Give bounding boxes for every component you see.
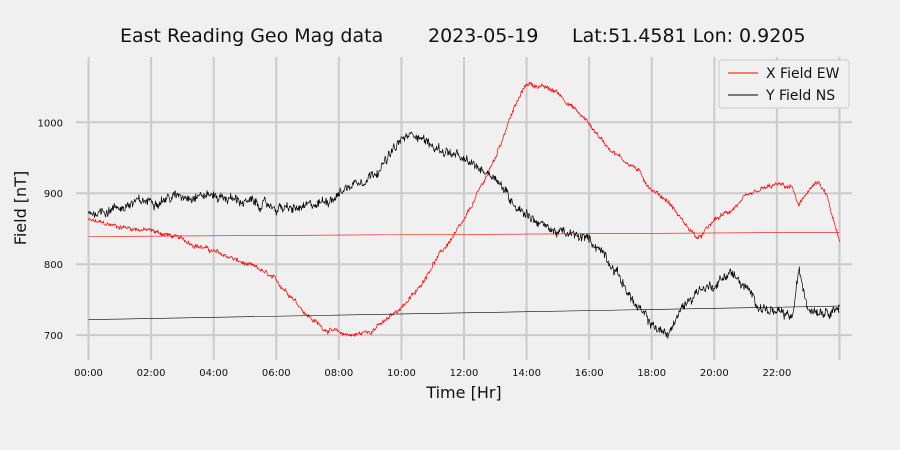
y-tick-label: 800 (44, 260, 63, 271)
x-tick-label: 08:00 (324, 368, 353, 379)
y-tick-label: 700 (44, 331, 63, 342)
y-tick-label: 1000 (38, 118, 63, 129)
x-tick-label: 18:00 (637, 368, 666, 379)
x-tick-label: 20:00 (700, 368, 729, 379)
baseline-line-3 (88, 305, 840, 320)
legend-label-x-field: X Field EW (766, 66, 840, 82)
y-tick-label: 900 (44, 189, 63, 200)
x-tick-label: 02:00 (137, 368, 166, 379)
chart-title-name: East Reading Geo Mag data (120, 25, 383, 47)
legend: X Field EW Y Field NS (718, 59, 850, 109)
x-tick-label: 10:00 (387, 368, 416, 379)
x-tick-label: 14:00 (512, 368, 541, 379)
series-line-x-field-ew (88, 81, 840, 337)
x-tick-label: 04:00 (199, 368, 228, 379)
x-tick-label: 06:00 (262, 368, 291, 379)
x-tick-label: 16:00 (575, 368, 604, 379)
y-axis-label: Field [nT] (11, 171, 30, 245)
series-lines (88, 81, 840, 339)
x-tick-label: 22:00 (762, 368, 791, 379)
series-line-y-field-ns (88, 131, 840, 339)
x-tick-label: 00:00 (74, 368, 103, 379)
x-tick-label: 12:00 (450, 368, 479, 379)
chart-title-location: Lat:51.4581 Lon: 0.9205 (572, 25, 806, 47)
legend-box (718, 59, 850, 109)
legend-label-y-field: Y Field NS (765, 88, 835, 104)
chart-title-date: 2023-05-19 (428, 25, 538, 47)
tick-labels: 700 800 900 1000 00:00 02:00 04:00 06:00 08:00 10… (38, 118, 792, 379)
baseline-line-2 (88, 232, 840, 237)
grid (76, 57, 852, 360)
x-axis-label: Time [Hr] (425, 383, 501, 402)
